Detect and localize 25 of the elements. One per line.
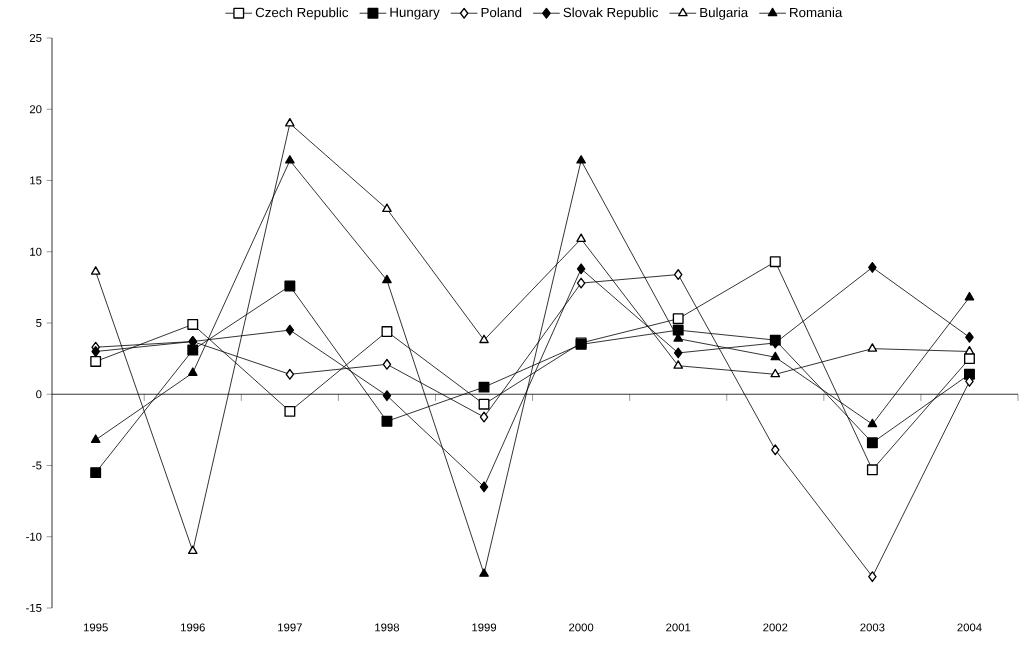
- legend-label: Hungary: [390, 7, 440, 20]
- legend-label: Poland: [481, 7, 522, 18]
- x-tick-label: 1999: [472, 623, 497, 632]
- x-tick-label: 1996: [181, 623, 205, 632]
- y-tick-label: -15: [26, 604, 42, 612]
- legend-label: Romania: [790, 7, 843, 18]
- y-tick-label: -5: [32, 461, 42, 470]
- y-tick-label: 10: [30, 247, 42, 256]
- y-tick-label: -10: [26, 532, 42, 541]
- legend-label: Czech Republic: [255, 7, 349, 20]
- x-tick-label: 1998: [375, 623, 400, 632]
- legend-label: Slovak Republic: [563, 7, 659, 20]
- x-tick-label: 1997: [278, 623, 302, 632]
- x-tick-label: 2003: [860, 623, 885, 632]
- x-tick-label: 2004: [957, 623, 982, 632]
- y-tick-label: 0: [36, 390, 42, 399]
- x-tick-label: 2000: [569, 623, 594, 632]
- y-tick-label: 5: [36, 319, 42, 327]
- y-tick-label: 20: [29, 105, 42, 114]
- x-tick-label: 2002: [763, 623, 788, 632]
- legend-label: Bulgaria: [700, 7, 749, 20]
- y-tick-label: 25: [29, 33, 42, 42]
- x-tick-label: 2001: [666, 623, 691, 632]
- y-tick-label: 15: [30, 176, 42, 185]
- x-tick-label: 1995: [83, 623, 108, 632]
